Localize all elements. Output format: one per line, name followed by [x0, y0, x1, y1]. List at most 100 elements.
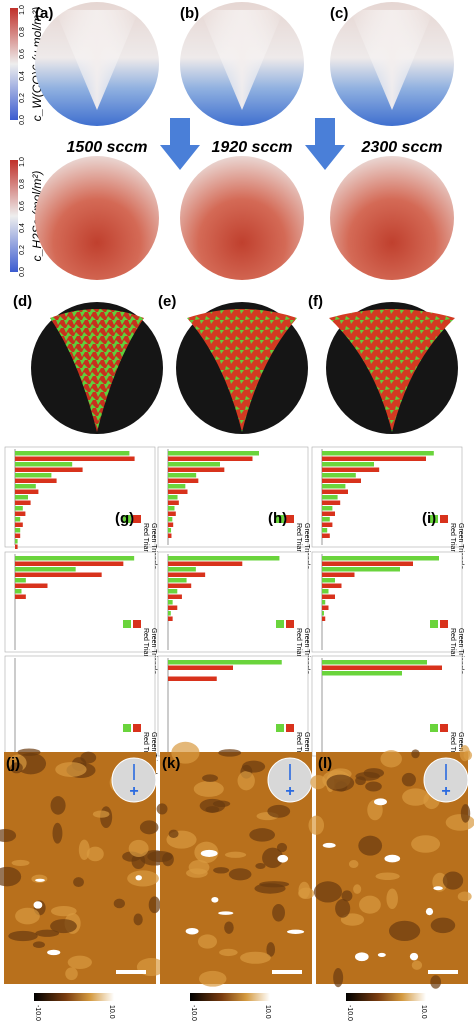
afm-texture	[202, 774, 218, 782]
bar	[322, 572, 355, 577]
bar	[15, 528, 21, 533]
afm-texture	[411, 749, 420, 759]
afm-texture	[313, 881, 343, 903]
colorbar-tick: 0.8	[19, 27, 26, 37]
afm-texture	[430, 917, 456, 934]
legend-label: Red Triangle	[295, 523, 302, 563]
bar	[168, 589, 178, 594]
colorbar	[10, 8, 18, 120]
bar	[322, 556, 439, 561]
legend-swatch	[276, 515, 284, 523]
bar	[322, 578, 335, 583]
bar	[15, 583, 48, 588]
afm-texture	[113, 898, 125, 909]
panel-label: (c)	[330, 5, 348, 22]
triangle-domain	[50, 309, 144, 432]
bar	[15, 556, 135, 561]
bar	[15, 533, 21, 538]
bar	[168, 594, 182, 599]
afm-texture	[218, 749, 242, 757]
arrow	[305, 118, 345, 170]
afm-flake	[211, 896, 219, 903]
afm-texture	[15, 907, 40, 925]
bar	[168, 456, 253, 461]
legend-swatch	[440, 724, 448, 732]
afm-texture	[237, 771, 255, 791]
afm-texture	[50, 796, 66, 815]
afm-texture	[340, 913, 365, 926]
afm-texture	[459, 745, 470, 762]
afm-flake	[409, 952, 419, 961]
colorbar-tick: 0.0	[19, 115, 26, 125]
bar	[322, 611, 324, 616]
afm-texture	[272, 903, 285, 922]
afm-texture	[335, 898, 351, 918]
legend-swatch	[276, 620, 284, 628]
legend-swatch	[430, 724, 438, 732]
afm-texture	[55, 762, 87, 777]
afm-texture	[219, 948, 238, 957]
map-highlight	[55, 10, 139, 110]
colorbar-min: -10.0 nm	[34, 1005, 41, 1021]
legend-label: Green Triangle	[150, 523, 157, 569]
bar	[15, 451, 130, 456]
bar	[322, 600, 326, 605]
legend-swatch	[133, 620, 141, 628]
afm-texture	[380, 750, 402, 768]
legend-swatch	[286, 724, 294, 732]
bar	[15, 484, 36, 489]
bar	[15, 456, 135, 461]
chart-frame	[4, 655, 156, 757]
bar	[168, 665, 233, 670]
panel-label: (l)	[318, 755, 332, 772]
legend-label: Red Triangle	[295, 732, 302, 772]
bar	[15, 506, 23, 511]
bar	[168, 556, 280, 561]
map-highlight	[350, 10, 434, 110]
legend-label: Red Triangle	[142, 523, 149, 563]
panel-label: (g)	[115, 510, 134, 527]
afm-flake	[433, 886, 443, 891]
afm-texture	[298, 881, 310, 899]
colorbar	[10, 160, 18, 272]
bar	[168, 495, 178, 500]
panel-label: (a)	[35, 5, 53, 22]
colorbar-tick: 0.0	[19, 267, 26, 277]
legend-swatch	[430, 515, 438, 523]
afm-texture	[262, 847, 284, 869]
bar	[15, 500, 31, 505]
colorbar-max: 10.0 nm	[264, 1005, 271, 1021]
afm-texture	[147, 850, 173, 863]
arrow	[160, 118, 200, 170]
bar	[168, 583, 192, 588]
colorbar-tick: 0.6	[19, 49, 26, 59]
afm-texture	[52, 822, 63, 844]
triangle-domain	[187, 309, 297, 432]
legend-swatch	[440, 515, 448, 523]
afm-texture	[213, 867, 230, 874]
afm-texture	[224, 921, 234, 934]
afm-colorbar	[190, 993, 270, 1001]
afm-texture	[333, 968, 344, 988]
afm-texture	[259, 881, 290, 888]
afm-texture	[65, 967, 78, 981]
afm-texture	[8, 930, 38, 942]
bar	[168, 511, 176, 516]
bar	[322, 665, 442, 670]
bar	[322, 478, 361, 483]
afm-texture	[17, 748, 41, 756]
bar	[168, 489, 188, 494]
bar	[15, 572, 102, 577]
legend-swatch	[123, 724, 131, 732]
scale-bar	[116, 970, 146, 974]
bar	[322, 589, 329, 594]
bar	[322, 671, 402, 676]
bar	[15, 567, 76, 572]
colorbar-tick: 0.4	[19, 71, 26, 81]
bar	[15, 517, 21, 522]
bar	[15, 561, 124, 566]
bar	[322, 484, 346, 489]
triangle-domain	[329, 309, 455, 432]
bar	[322, 594, 335, 599]
